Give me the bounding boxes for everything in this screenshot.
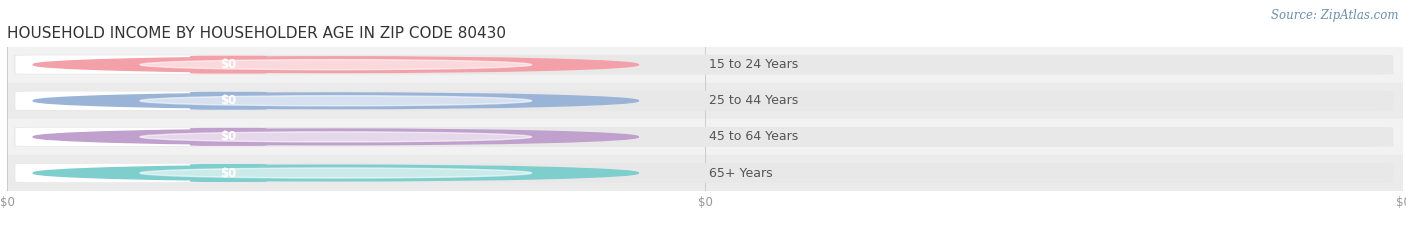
- Bar: [7, 47, 1403, 83]
- Text: HOUSEHOLD INCOME BY HOUSEHOLDER AGE IN ZIP CODE 80430: HOUSEHOLD INCOME BY HOUSEHOLDER AGE IN Z…: [7, 26, 506, 41]
- Text: $0: $0: [221, 167, 236, 179]
- Text: 15 to 24 Years: 15 to 24 Years: [709, 58, 797, 71]
- FancyBboxPatch shape: [190, 164, 267, 182]
- FancyBboxPatch shape: [14, 127, 1393, 147]
- Bar: [7, 155, 1403, 191]
- FancyBboxPatch shape: [190, 92, 267, 110]
- Circle shape: [141, 168, 531, 178]
- Text: 65+ Years: 65+ Years: [709, 167, 772, 179]
- FancyBboxPatch shape: [15, 128, 260, 146]
- FancyBboxPatch shape: [190, 128, 267, 146]
- FancyBboxPatch shape: [15, 164, 260, 182]
- Text: $0: $0: [221, 94, 236, 107]
- Bar: [7, 83, 1403, 119]
- Circle shape: [34, 165, 638, 181]
- Circle shape: [34, 57, 638, 72]
- Text: $0: $0: [221, 58, 236, 71]
- Circle shape: [141, 132, 531, 142]
- Text: 45 to 64 Years: 45 to 64 Years: [709, 130, 797, 143]
- Text: 25 to 44 Years: 25 to 44 Years: [709, 94, 797, 107]
- FancyBboxPatch shape: [15, 92, 260, 110]
- FancyBboxPatch shape: [15, 55, 260, 74]
- Circle shape: [34, 129, 638, 145]
- Text: Source: ZipAtlas.com: Source: ZipAtlas.com: [1271, 9, 1399, 22]
- FancyBboxPatch shape: [190, 56, 267, 74]
- Circle shape: [141, 96, 531, 106]
- Circle shape: [34, 93, 638, 109]
- FancyBboxPatch shape: [14, 55, 1393, 75]
- FancyBboxPatch shape: [14, 91, 1393, 111]
- Text: $0: $0: [221, 130, 236, 143]
- Circle shape: [141, 60, 531, 70]
- Bar: [7, 119, 1403, 155]
- FancyBboxPatch shape: [14, 163, 1393, 183]
